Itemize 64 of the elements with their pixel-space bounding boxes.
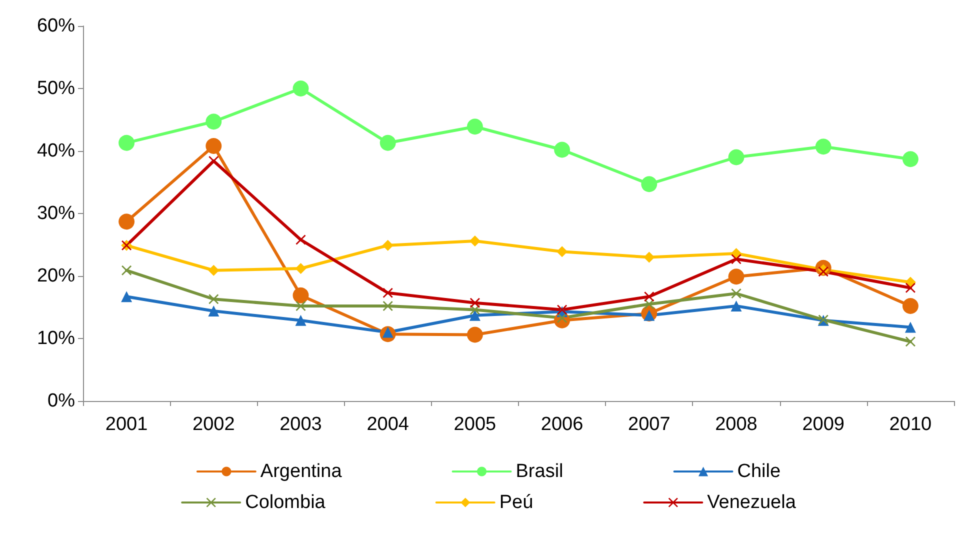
point	[902, 298, 918, 314]
point	[122, 265, 132, 276]
legend-label: Argentina	[260, 461, 342, 482]
y-tick-label: 40%	[36, 140, 76, 162]
point	[206, 138, 222, 154]
point	[296, 301, 306, 311]
point	[815, 138, 832, 155]
point	[206, 114, 222, 130]
point	[641, 176, 658, 192]
point	[728, 149, 744, 166]
point	[466, 118, 483, 135]
legend-label: Colombia	[245, 492, 326, 513]
point	[470, 298, 480, 308]
x-tick-label: 2007	[628, 414, 670, 435]
x-tick-label: 2002	[192, 414, 235, 435]
y-tick-label: 50%	[36, 78, 76, 99]
point	[208, 306, 220, 316]
point	[292, 287, 309, 304]
point	[118, 214, 135, 230]
point	[382, 240, 394, 251]
point	[469, 236, 480, 246]
point	[554, 142, 570, 158]
x-tick-label: 2010	[889, 414, 932, 435]
legend-label: Venezuela	[707, 492, 796, 513]
legend-label: Chile	[737, 461, 781, 482]
point	[730, 300, 742, 312]
x-tick-label: 2009	[802, 414, 844, 435]
point	[118, 134, 135, 151]
x-tick-label: 2005	[454, 414, 496, 435]
y-tick-label: 20%	[36, 266, 76, 286]
legend-label: Brasil	[516, 461, 564, 482]
point	[121, 291, 132, 302]
point	[382, 301, 393, 311]
point	[728, 268, 744, 285]
legend-label: Peú	[499, 492, 534, 513]
point	[904, 322, 916, 333]
point	[295, 263, 306, 274]
point	[469, 310, 480, 321]
x-tick-label: 2001	[105, 414, 148, 435]
point	[905, 282, 916, 293]
point	[208, 294, 219, 304]
x-tick-label: 2008	[715, 414, 758, 435]
point	[295, 314, 306, 326]
point	[380, 134, 396, 151]
point	[644, 252, 655, 263]
y-tick-label: 60%	[36, 16, 76, 36]
point	[731, 288, 742, 298]
y-tick-label: 0%	[48, 390, 76, 412]
point	[208, 264, 220, 276]
y-tick-label: 10%	[36, 328, 76, 349]
x-tick-label: 2003	[280, 414, 322, 435]
point	[644, 292, 654, 302]
point	[556, 246, 568, 258]
point	[466, 326, 483, 343]
point	[905, 336, 916, 347]
y-tick-label: 30%	[36, 203, 76, 224]
point	[292, 80, 309, 96]
point	[296, 234, 306, 245]
point	[382, 288, 393, 298]
point	[557, 304, 568, 315]
x-tick-label: 2004	[366, 414, 410, 435]
point	[731, 254, 742, 264]
point	[902, 151, 918, 168]
x-tick-label: 2006	[540, 414, 584, 435]
